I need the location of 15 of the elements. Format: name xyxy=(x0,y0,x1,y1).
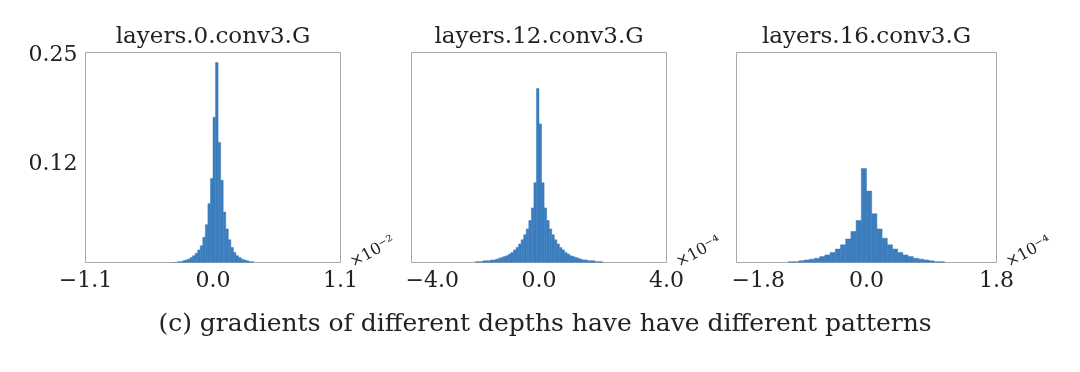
x-tick-label: 1.1 xyxy=(323,266,359,292)
text: (c) gradients of different depths have have different patterns xyxy=(158,307,932,339)
x-tick-label: 0.0 xyxy=(521,266,557,292)
x-tick-label: −4.0 xyxy=(405,266,459,292)
x-tick-label: 0.0 xyxy=(195,266,231,292)
chart-title: layers.12.conv3.G xyxy=(434,21,644,48)
x-tick-label: 4.0 xyxy=(649,266,685,292)
y-tick-label: 0.25 xyxy=(28,40,78,66)
x-tick-label: −1.1 xyxy=(58,266,113,292)
x-tick-label: 1.8 xyxy=(979,266,1015,292)
x-tick-label: −1.8 xyxy=(731,266,785,292)
chart-title: layers.16.conv3.G xyxy=(761,21,972,48)
chart-title: layers.0.conv3.G xyxy=(115,21,311,48)
x-tick-label: 0.0 xyxy=(849,266,885,292)
y-tick-label: 0.12 xyxy=(28,149,78,175)
